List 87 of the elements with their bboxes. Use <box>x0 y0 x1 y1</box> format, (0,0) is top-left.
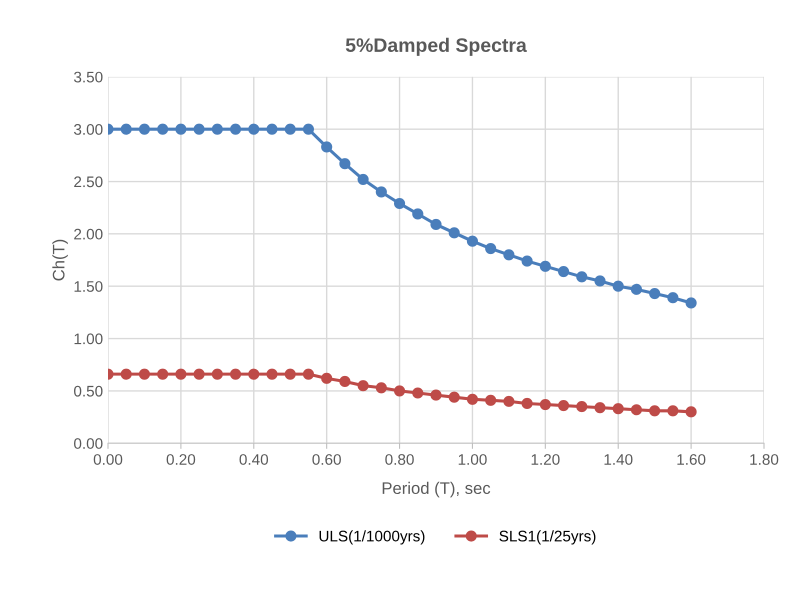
point <box>175 124 186 135</box>
x-tick-label: 0.20 <box>166 454 196 465</box>
point <box>485 242 496 254</box>
point <box>212 124 223 135</box>
point <box>412 208 424 220</box>
point <box>448 392 460 403</box>
y-tick-label: 1.50 <box>74 281 103 292</box>
point <box>594 402 606 414</box>
point <box>394 385 406 396</box>
point <box>576 401 588 412</box>
point <box>686 297 697 309</box>
point <box>358 380 369 392</box>
y-tick-label: 0.50 <box>74 386 103 397</box>
point <box>120 368 132 380</box>
point <box>212 368 223 380</box>
x-tick-label: 1.00 <box>458 454 487 465</box>
point <box>266 368 278 380</box>
x-tick-label: 1.80 <box>750 454 778 465</box>
point <box>612 403 624 414</box>
point <box>594 275 606 287</box>
point <box>230 368 242 380</box>
point <box>339 376 350 388</box>
point <box>558 400 570 412</box>
x-tick-label: 0.60 <box>312 454 341 465</box>
point <box>540 398 551 410</box>
y-tick-label: 3.00 <box>74 124 103 135</box>
x-tick-label: 0.00 <box>94 454 122 465</box>
point <box>430 390 442 401</box>
chart-title: 5%Damped Spectra <box>346 38 527 56</box>
x-tick-label: 0.80 <box>385 454 414 465</box>
point <box>157 124 168 135</box>
legend-label: ULS(1/1000yrs) <box>320 530 424 545</box>
point <box>686 406 697 418</box>
point <box>430 218 442 230</box>
point <box>248 124 260 135</box>
y-axis-title: Ch(T) <box>52 240 68 280</box>
x-tick-label: 0.40 <box>240 454 268 465</box>
point <box>175 368 186 380</box>
point <box>376 382 387 394</box>
point <box>284 124 296 135</box>
x-tick-label: 1.40 <box>604 454 632 465</box>
y-tick-label: 1.00 <box>74 333 103 344</box>
point <box>649 405 660 416</box>
point <box>266 124 278 135</box>
point <box>248 368 260 380</box>
x-tick-label: 1.20 <box>532 454 560 465</box>
point <box>448 227 460 238</box>
point <box>667 405 678 416</box>
point <box>358 174 369 185</box>
point <box>630 284 642 295</box>
point <box>522 398 533 410</box>
point <box>503 396 514 407</box>
point <box>649 288 660 300</box>
point <box>667 292 678 304</box>
point <box>284 368 296 380</box>
point <box>339 158 350 170</box>
point <box>230 124 242 135</box>
point <box>576 271 588 282</box>
point <box>466 236 478 247</box>
point <box>503 249 514 260</box>
point <box>485 394 496 406</box>
point <box>194 124 205 135</box>
point <box>540 260 551 272</box>
point <box>321 141 332 153</box>
point <box>302 124 314 135</box>
point <box>558 266 570 278</box>
point <box>394 198 406 210</box>
point <box>466 394 478 405</box>
point <box>376 186 387 198</box>
legend-label: SLS1(1/25yrs) <box>499 530 596 545</box>
point <box>138 124 150 135</box>
point <box>612 280 624 292</box>
y-tick-label: 2.00 <box>74 228 103 240</box>
point <box>302 368 314 380</box>
point <box>630 404 642 416</box>
y-tick-label: 2.50 <box>74 176 103 188</box>
point <box>138 368 150 380</box>
point <box>321 372 332 384</box>
x-tick-label: 1.60 <box>677 454 706 465</box>
point <box>157 368 168 380</box>
x-axis-title: Period (T), sec <box>382 482 490 498</box>
point <box>412 387 424 399</box>
y-tick-label: 3.50 <box>74 72 103 83</box>
point <box>120 124 132 135</box>
point <box>194 368 205 380</box>
y-tick-label: 0.00 <box>74 438 103 449</box>
point <box>522 256 533 267</box>
